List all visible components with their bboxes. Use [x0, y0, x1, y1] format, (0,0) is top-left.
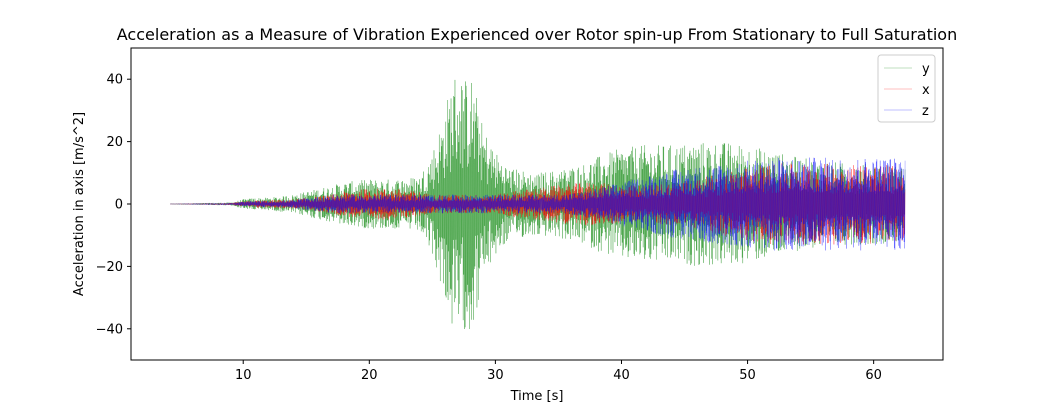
y-tick-label: −20 — [96, 260, 123, 275]
legend: yxz — [877, 54, 936, 123]
x-axis: 10 20 30 40 50 60 — [235, 360, 882, 383]
y-axis: −40 −20 0 20 40 — [96, 73, 131, 337]
y-axis-label: Acceleration in axis [m/s^2] — [72, 112, 87, 296]
legend-label-z: z — [922, 104, 929, 119]
plot-area — [170, 79, 906, 330]
x-tick-label: 10 — [235, 368, 252, 383]
series-line-z — [170, 157, 906, 251]
x-tick-label: 60 — [865, 368, 882, 383]
y-tick-label: 40 — [106, 73, 123, 88]
legend-label-x: x — [922, 83, 930, 98]
x-tick-label: 20 — [361, 368, 378, 383]
y-tick-label: −40 — [96, 322, 123, 337]
y-tick-label: 20 — [106, 135, 123, 150]
x-tick-label: 30 — [487, 368, 504, 383]
y-tick-label: 0 — [115, 198, 123, 213]
legend-label-y: y — [922, 62, 930, 77]
x-tick-label: 50 — [739, 368, 756, 383]
chart-title: Acceleration as a Measure of Vibration E… — [117, 25, 957, 44]
x-axis-label: Time [s] — [510, 389, 564, 404]
x-tick-label: 40 — [613, 368, 630, 383]
legend-box — [877, 54, 936, 123]
